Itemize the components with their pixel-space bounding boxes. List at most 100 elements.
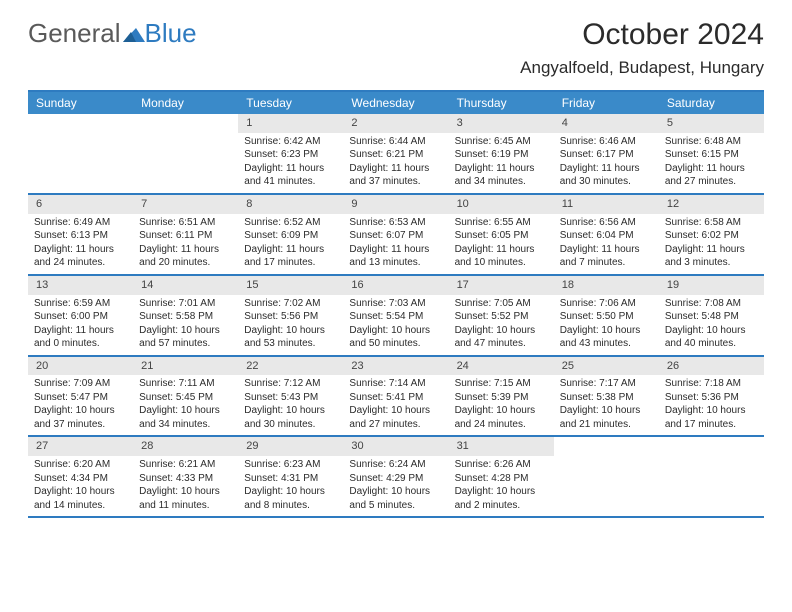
calendar-head-cell: Monday: [133, 92, 238, 114]
day-line: Daylight: 10 hours: [139, 485, 232, 499]
day-line: and 30 minutes.: [244, 418, 337, 432]
calendar-head-cell: Wednesday: [343, 92, 448, 114]
day-cell: 27Sunrise: 6:20 AMSunset: 4:34 PMDayligh…: [28, 437, 133, 516]
calendar-head-cell: Tuesday: [238, 92, 343, 114]
day-body: Sunrise: 6:46 AMSunset: 6:17 PMDaylight:…: [554, 133, 659, 193]
day-line: Daylight: 10 hours: [560, 404, 653, 418]
day-line: Sunrise: 7:03 AM: [349, 297, 442, 311]
day-body: [28, 133, 133, 139]
day-number: 17: [449, 276, 554, 295]
day-line: and 17 minutes.: [244, 256, 337, 270]
day-body: Sunrise: 7:17 AMSunset: 5:38 PMDaylight:…: [554, 375, 659, 435]
day-cell: 6Sunrise: 6:49 AMSunset: 6:13 PMDaylight…: [28, 195, 133, 274]
day-cell: [554, 437, 659, 516]
day-body: Sunrise: 6:53 AMSunset: 6:07 PMDaylight:…: [343, 214, 448, 274]
day-body: [133, 133, 238, 139]
day-line: Sunrise: 6:26 AM: [455, 458, 548, 472]
day-line: Daylight: 11 hours: [349, 162, 442, 176]
day-line: Daylight: 11 hours: [665, 162, 758, 176]
day-cell: 4Sunrise: 6:46 AMSunset: 6:17 PMDaylight…: [554, 114, 659, 193]
day-line: Daylight: 10 hours: [349, 485, 442, 499]
day-line: Sunrise: 6:48 AM: [665, 135, 758, 149]
day-body: Sunrise: 6:56 AMSunset: 6:04 PMDaylight:…: [554, 214, 659, 274]
day-line: Daylight: 11 hours: [34, 243, 127, 257]
day-line: Daylight: 10 hours: [139, 324, 232, 338]
day-line: Daylight: 11 hours: [34, 324, 127, 338]
day-number: 20: [28, 357, 133, 376]
day-cell: 2Sunrise: 6:44 AMSunset: 6:21 PMDaylight…: [343, 114, 448, 193]
day-body: Sunrise: 6:49 AMSunset: 6:13 PMDaylight:…: [28, 214, 133, 274]
day-line: Daylight: 11 hours: [665, 243, 758, 257]
week-row: 13Sunrise: 6:59 AMSunset: 6:00 PMDayligh…: [28, 276, 764, 357]
day-line: and 7 minutes.: [560, 256, 653, 270]
day-line: Sunset: 6:00 PM: [34, 310, 127, 324]
day-line: Sunset: 6:07 PM: [349, 229, 442, 243]
week-row: 27Sunrise: 6:20 AMSunset: 4:34 PMDayligh…: [28, 437, 764, 518]
day-number: 22: [238, 357, 343, 376]
day-body: Sunrise: 6:24 AMSunset: 4:29 PMDaylight:…: [343, 456, 448, 516]
day-line: Daylight: 10 hours: [34, 404, 127, 418]
logo-triangle-icon: [123, 18, 145, 49]
day-line: Sunset: 6:05 PM: [455, 229, 548, 243]
day-line: Daylight: 10 hours: [455, 485, 548, 499]
day-cell: 14Sunrise: 7:01 AMSunset: 5:58 PMDayligh…: [133, 276, 238, 355]
calendar-head-row: SundayMondayTuesdayWednesdayThursdayFrid…: [28, 92, 764, 114]
day-line: and 34 minutes.: [139, 418, 232, 432]
day-line: Sunrise: 6:20 AM: [34, 458, 127, 472]
day-cell: 26Sunrise: 7:18 AMSunset: 5:36 PMDayligh…: [659, 357, 764, 436]
day-line: Daylight: 11 hours: [349, 243, 442, 257]
day-line: and 3 minutes.: [665, 256, 758, 270]
day-line: Sunset: 6:19 PM: [455, 148, 548, 162]
day-line: Sunrise: 7:15 AM: [455, 377, 548, 391]
day-number: 26: [659, 357, 764, 376]
logo-text-2: Blue: [145, 18, 197, 49]
day-cell: 15Sunrise: 7:02 AMSunset: 5:56 PMDayligh…: [238, 276, 343, 355]
week-row: 6Sunrise: 6:49 AMSunset: 6:13 PMDaylight…: [28, 195, 764, 276]
day-body: Sunrise: 7:11 AMSunset: 5:45 PMDaylight:…: [133, 375, 238, 435]
day-line: Sunset: 6:11 PM: [139, 229, 232, 243]
day-cell: 1Sunrise: 6:42 AMSunset: 6:23 PMDaylight…: [238, 114, 343, 193]
day-line: and 30 minutes.: [560, 175, 653, 189]
day-number: 23: [343, 357, 448, 376]
day-cell: 10Sunrise: 6:55 AMSunset: 6:05 PMDayligh…: [449, 195, 554, 274]
day-line: Sunset: 6:02 PM: [665, 229, 758, 243]
day-cell: 13Sunrise: 6:59 AMSunset: 6:00 PMDayligh…: [28, 276, 133, 355]
day-cell: 12Sunrise: 6:58 AMSunset: 6:02 PMDayligh…: [659, 195, 764, 274]
day-line: Sunset: 6:09 PM: [244, 229, 337, 243]
day-cell: 3Sunrise: 6:45 AMSunset: 6:19 PMDaylight…: [449, 114, 554, 193]
day-line: Sunrise: 7:06 AM: [560, 297, 653, 311]
day-line: and 0 minutes.: [34, 337, 127, 351]
day-cell: [28, 114, 133, 193]
day-number: 5: [659, 114, 764, 133]
day-line: Sunset: 4:29 PM: [349, 472, 442, 486]
day-body: Sunrise: 6:58 AMSunset: 6:02 PMDaylight:…: [659, 214, 764, 274]
day-number: 3: [449, 114, 554, 133]
day-line: Daylight: 11 hours: [560, 243, 653, 257]
day-line: Sunrise: 7:08 AM: [665, 297, 758, 311]
day-number: 28: [133, 437, 238, 456]
day-cell: 23Sunrise: 7:14 AMSunset: 5:41 PMDayligh…: [343, 357, 448, 436]
day-line: and 40 minutes.: [665, 337, 758, 351]
day-line: Sunrise: 7:14 AM: [349, 377, 442, 391]
day-number: 30: [343, 437, 448, 456]
day-line: and 37 minutes.: [349, 175, 442, 189]
day-body: Sunrise: 6:52 AMSunset: 6:09 PMDaylight:…: [238, 214, 343, 274]
day-line: Sunset: 5:47 PM: [34, 391, 127, 405]
day-line: Sunrise: 7:12 AM: [244, 377, 337, 391]
day-line: and 10 minutes.: [455, 256, 548, 270]
day-line: Sunset: 5:54 PM: [349, 310, 442, 324]
day-line: and 34 minutes.: [455, 175, 548, 189]
day-line: and 50 minutes.: [349, 337, 442, 351]
day-number: 2: [343, 114, 448, 133]
day-line: Sunset: 4:34 PM: [34, 472, 127, 486]
day-body: Sunrise: 6:48 AMSunset: 6:15 PMDaylight:…: [659, 133, 764, 193]
day-line: Sunrise: 7:18 AM: [665, 377, 758, 391]
day-line: and 57 minutes.: [139, 337, 232, 351]
day-line: Sunrise: 6:52 AM: [244, 216, 337, 230]
day-line: and 11 minutes.: [139, 499, 232, 513]
day-line: Sunset: 4:28 PM: [455, 472, 548, 486]
day-body: Sunrise: 6:59 AMSunset: 6:00 PMDaylight:…: [28, 295, 133, 355]
day-cell: [659, 437, 764, 516]
day-line: and 21 minutes.: [560, 418, 653, 432]
day-line: Sunset: 5:36 PM: [665, 391, 758, 405]
